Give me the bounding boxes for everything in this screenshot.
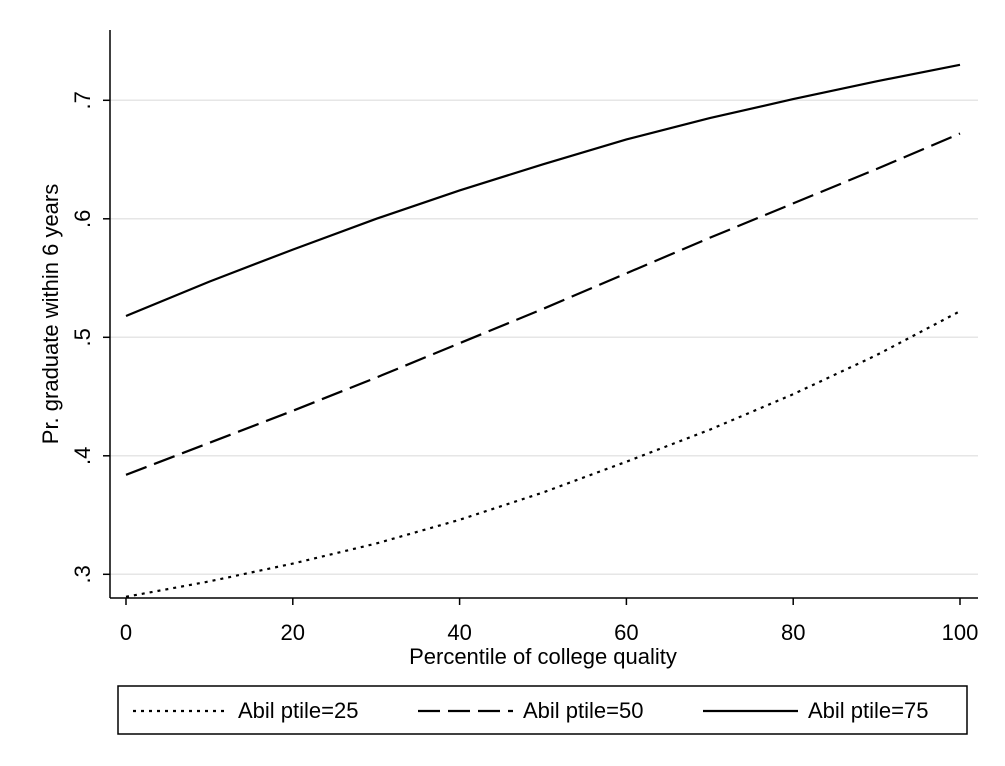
series-lines	[125, 63, 961, 598]
series-line-dotted	[125, 310, 961, 598]
x-axis-title: Percentile of college quality	[409, 644, 677, 669]
series-line-dashed	[125, 132, 961, 476]
x-tick-label: 0	[120, 620, 132, 645]
y-tick-label: .3	[70, 565, 95, 583]
y-tick-label: .4	[70, 447, 95, 465]
x-tick-label: 20	[281, 620, 305, 645]
y-tick-label: .5	[70, 328, 95, 346]
y-tick-label: .7	[70, 91, 95, 109]
legend-label: Abil ptile=25	[238, 698, 358, 723]
series-line-solid	[125, 63, 961, 318]
y-ticks: .3 .4 .5 .6 .7	[70, 91, 110, 583]
y-axis-title: Pr. graduate within 6 years	[38, 184, 63, 444]
x-tick-label: 40	[447, 620, 471, 645]
x-ticks: 0 20 40 60 80 100	[120, 598, 978, 645]
y-tick-label: .6	[70, 210, 95, 228]
x-tick-label: 100	[942, 620, 979, 645]
x-tick-label: 80	[781, 620, 805, 645]
legend-label: Abil ptile=75	[808, 698, 928, 723]
legend-label: Abil ptile=50	[523, 698, 643, 723]
axes	[109, 30, 978, 599]
legend: Abil ptile=25 Abil ptile=50 Abil ptile=75	[117, 685, 968, 735]
legend-box	[117, 685, 968, 735]
gridlines	[110, 99, 978, 576]
x-tick-label: 60	[614, 620, 638, 645]
